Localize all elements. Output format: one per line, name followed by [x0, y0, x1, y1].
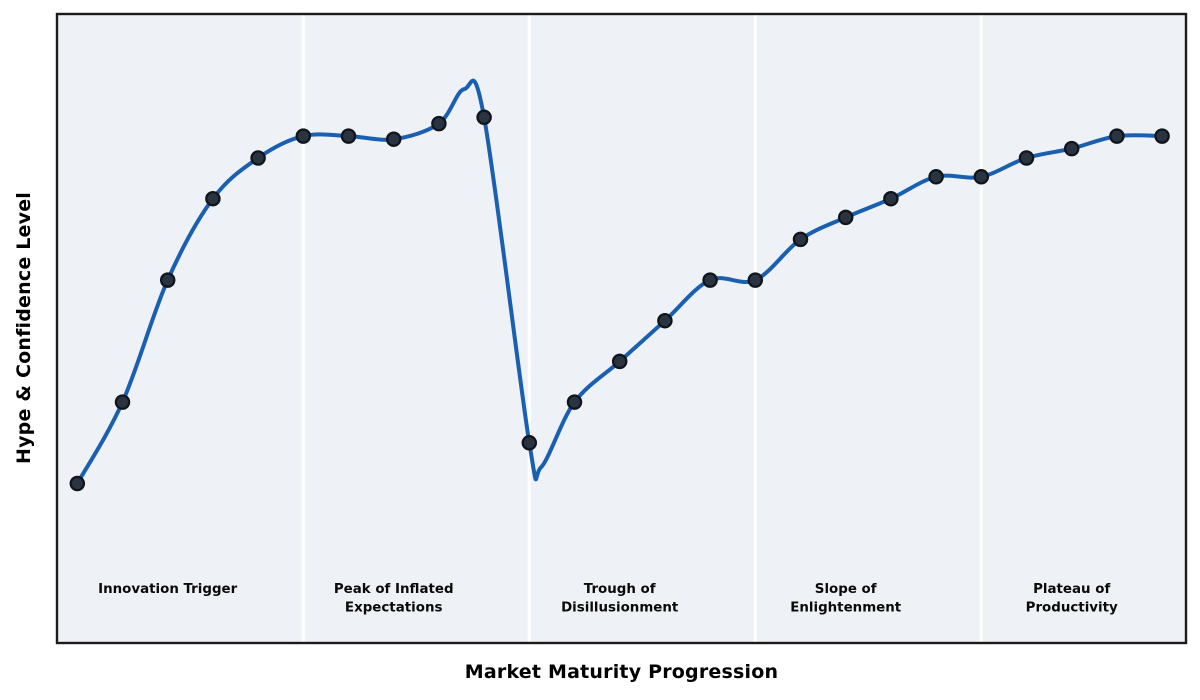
data-point: [566, 394, 583, 410]
data-point: [159, 272, 176, 288]
phase-label-line: Trough of: [584, 582, 656, 597]
phase-label-line: Peak of Inflated: [334, 582, 454, 597]
data-point: [1109, 128, 1125, 144]
phase-label: Slope of Enlightenment: [790, 582, 902, 616]
data-point: [69, 475, 86, 492]
data-point: [792, 231, 809, 248]
phase-label-line: Plateau of: [1033, 582, 1110, 597]
data-point: [1154, 128, 1170, 144]
phase-label-line: Expectations: [345, 601, 443, 616]
data-point: [1063, 140, 1080, 157]
data-point: [205, 190, 221, 207]
data-point: [657, 312, 673, 329]
data-point: [883, 190, 899, 207]
data-point: [250, 150, 266, 166]
phase-label-line: Disillusionment: [561, 601, 679, 616]
data-point: [611, 353, 628, 370]
data-point: [385, 131, 402, 147]
data-point: [837, 209, 854, 226]
data-point: [431, 115, 447, 132]
data-point: [295, 128, 312, 144]
phase-label-line: Innovation Trigger: [98, 582, 238, 597]
phase-label: Peak of Inflated Expectations: [334, 582, 454, 616]
data-point: [114, 394, 131, 410]
phase-label: Trough of Disillusionment: [561, 582, 679, 616]
phase-label-line: Productivity: [1026, 601, 1118, 616]
y-axis-label: Hype & Confidence Level: [13, 191, 35, 465]
data-point: [702, 272, 718, 288]
chart-panel: [57, 14, 1186, 643]
phase-label: Innovation Trigger: [98, 582, 238, 597]
data-point: [1018, 150, 1035, 166]
x-axis-label: Market Maturity Progression: [464, 661, 779, 683]
data-point: [928, 169, 944, 185]
plot-frame: [55, 12, 1188, 645]
data-point: [521, 435, 538, 451]
phase-label-line: Enlightenment: [790, 601, 902, 616]
phase-label-line: Slope of: [815, 582, 877, 597]
data-point: [476, 109, 492, 126]
data-point: [340, 128, 357, 144]
data-point: [973, 169, 990, 185]
data-point: [747, 272, 764, 288]
phase-label: Plateau of Productivity: [1026, 582, 1118, 616]
